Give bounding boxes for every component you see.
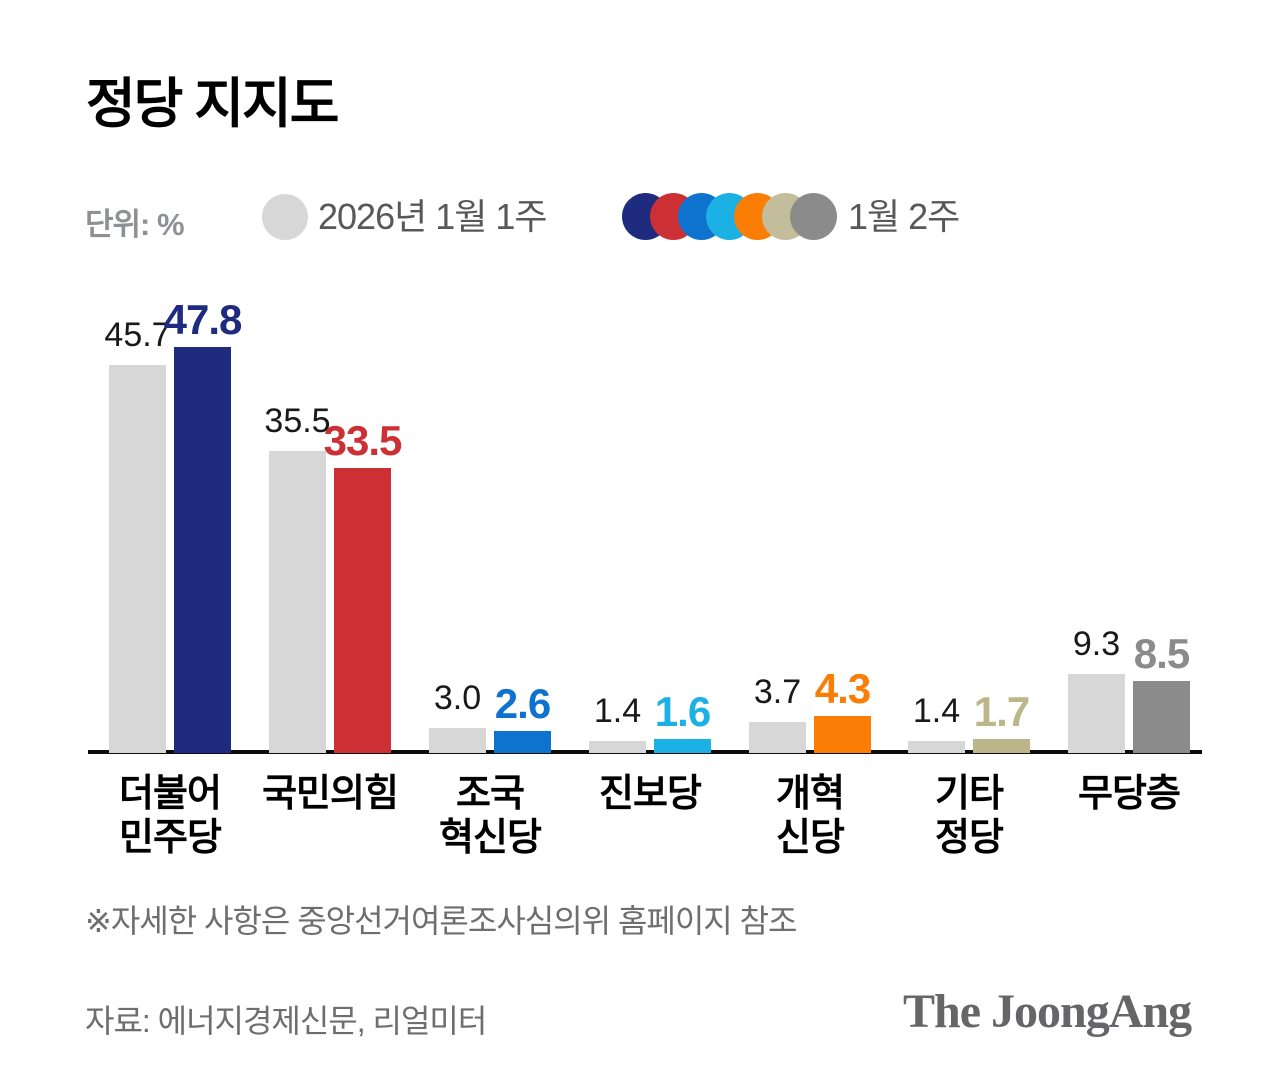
bar-week2-3: [494, 730, 551, 753]
legend-label-week2: 1월 2주: [848, 196, 960, 237]
bar-week2-1: [174, 346, 231, 753]
bar-column-week2-5: 4.3: [814, 668, 871, 753]
value-label-week2-5: 4.3: [814, 665, 871, 713]
footnote: ※자세한 사항은 중앙선거여론조사심의위 홈페이지 참조: [85, 903, 797, 939]
bar-week1-7: [1068, 673, 1125, 753]
bar-column-week1-4: 1.4: [589, 694, 646, 753]
bar-column-week2-2: 33.5: [324, 420, 402, 753]
value-label-week2-3: 2.6: [494, 679, 551, 727]
bar-week1-4: [589, 741, 646, 753]
bar-column-week1-2: 35.5: [264, 404, 331, 753]
source-credit: 자료: 에너지경제신문, 리얼미터: [85, 1003, 487, 1039]
bar-column-week2-7: 8.5: [1133, 629, 1190, 753]
legend: 단위: % 2026년 1월 1주 1월 2주: [0, 193, 1280, 245]
x-axis-label-7: 무당층: [1078, 773, 1181, 815]
bar-week1-1: [109, 364, 166, 753]
bar-week2-6: [973, 738, 1030, 753]
x-axis-label-6: 기타 정당: [935, 773, 1004, 860]
bar-group-2: 35.5 33.5: [220, 404, 440, 753]
bar-week1-5: [749, 721, 806, 753]
bar-column-week1-6: 1.4: [908, 694, 965, 753]
bar-week2-7: [1133, 680, 1190, 753]
value-label-week2-4: 1.6: [654, 688, 711, 736]
x-axis-label-2: 국민의힘: [262, 773, 399, 815]
value-label-week1-1: 45.7: [104, 315, 171, 354]
value-label-week1-6: 1.4: [912, 692, 961, 731]
value-label-week2-1: 47.8: [163, 295, 243, 343]
x-axis-label-4: 진보당: [599, 773, 702, 815]
bar-week2-5: [814, 716, 871, 753]
joongang-logo: The JoongAng: [903, 985, 1192, 1038]
bar-week2-2: [334, 468, 391, 753]
value-label-week1-2: 35.5: [264, 402, 331, 441]
value-label-week1-3: 3.0: [433, 678, 482, 717]
bar-group-4: 1.4 1.6: [540, 691, 760, 753]
value-label-week1-5: 3.7: [753, 672, 802, 711]
bar-column-week1-5: 3.7: [749, 675, 806, 753]
value-label-week1-7: 9.3: [1072, 624, 1121, 663]
bar-group-5: 3.7 4.3: [700, 668, 920, 753]
bar-week2-4: [654, 739, 711, 753]
bar-week1-2: [269, 451, 326, 753]
legend-dot-week1: [262, 194, 308, 240]
bar-column-week2-4: 1.6: [654, 691, 711, 753]
bar-week1-3: [429, 727, 486, 753]
value-label-week2-7: 8.5: [1133, 629, 1190, 677]
bar-week1-6: [908, 741, 965, 753]
legend-dot-week2-7: [790, 193, 837, 240]
legend-label-week1: 2026년 1월 1주: [318, 196, 547, 237]
bar-group-7: 9.3 8.5: [1019, 627, 1239, 753]
unit-label: 단위: %: [85, 207, 185, 242]
bar-group-6: 1.4 1.7: [859, 687, 1079, 753]
bar-column-week1-7: 9.3: [1068, 627, 1125, 753]
bar-group-1: 45.7 47.8: [60, 298, 280, 753]
bar-column-week1-1: 45.7: [104, 318, 171, 753]
bar-chart: 45.7 47.8 더불어 민주당 35.5 33.5 국민의힘 3.0 2.6 조국 혁신당 1…: [0, 280, 1280, 860]
x-axis-label-5: 개혁 신당: [776, 773, 845, 860]
value-label-week2-2: 33.5: [323, 417, 403, 465]
value-label-week2-6: 1.7: [973, 687, 1030, 735]
value-label-week1-4: 1.4: [593, 692, 642, 731]
bar-column-week1-3: 3.0: [429, 678, 486, 753]
bar-column-week2-1: 47.8: [164, 298, 242, 753]
bar-column-week2-6: 1.7: [973, 687, 1030, 753]
legend-dots-week2: [622, 193, 837, 240]
bar-column-week2-3: 2.6: [494, 679, 551, 753]
x-axis-label-1: 더불어 민주당: [119, 773, 222, 860]
x-axis-label-3: 조국 혁신당: [439, 773, 542, 860]
bar-group-3: 3.0 2.6: [380, 678, 600, 753]
page-title: 정당 지지도: [86, 74, 339, 134]
